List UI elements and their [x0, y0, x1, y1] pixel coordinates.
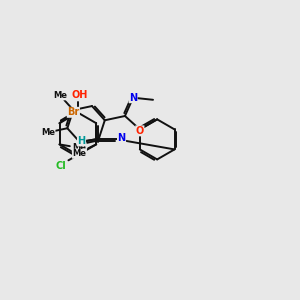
Text: N: N — [118, 133, 126, 143]
Text: Me: Me — [72, 149, 86, 158]
Text: Me: Me — [72, 143, 86, 152]
Text: Me: Me — [53, 91, 67, 100]
Text: Me: Me — [41, 128, 55, 137]
Text: Br: Br — [67, 107, 80, 117]
Text: H: H — [77, 136, 86, 146]
Text: N: N — [129, 93, 137, 103]
Text: O: O — [136, 126, 144, 136]
Text: OH: OH — [71, 90, 88, 100]
Text: Cl: Cl — [56, 161, 67, 171]
